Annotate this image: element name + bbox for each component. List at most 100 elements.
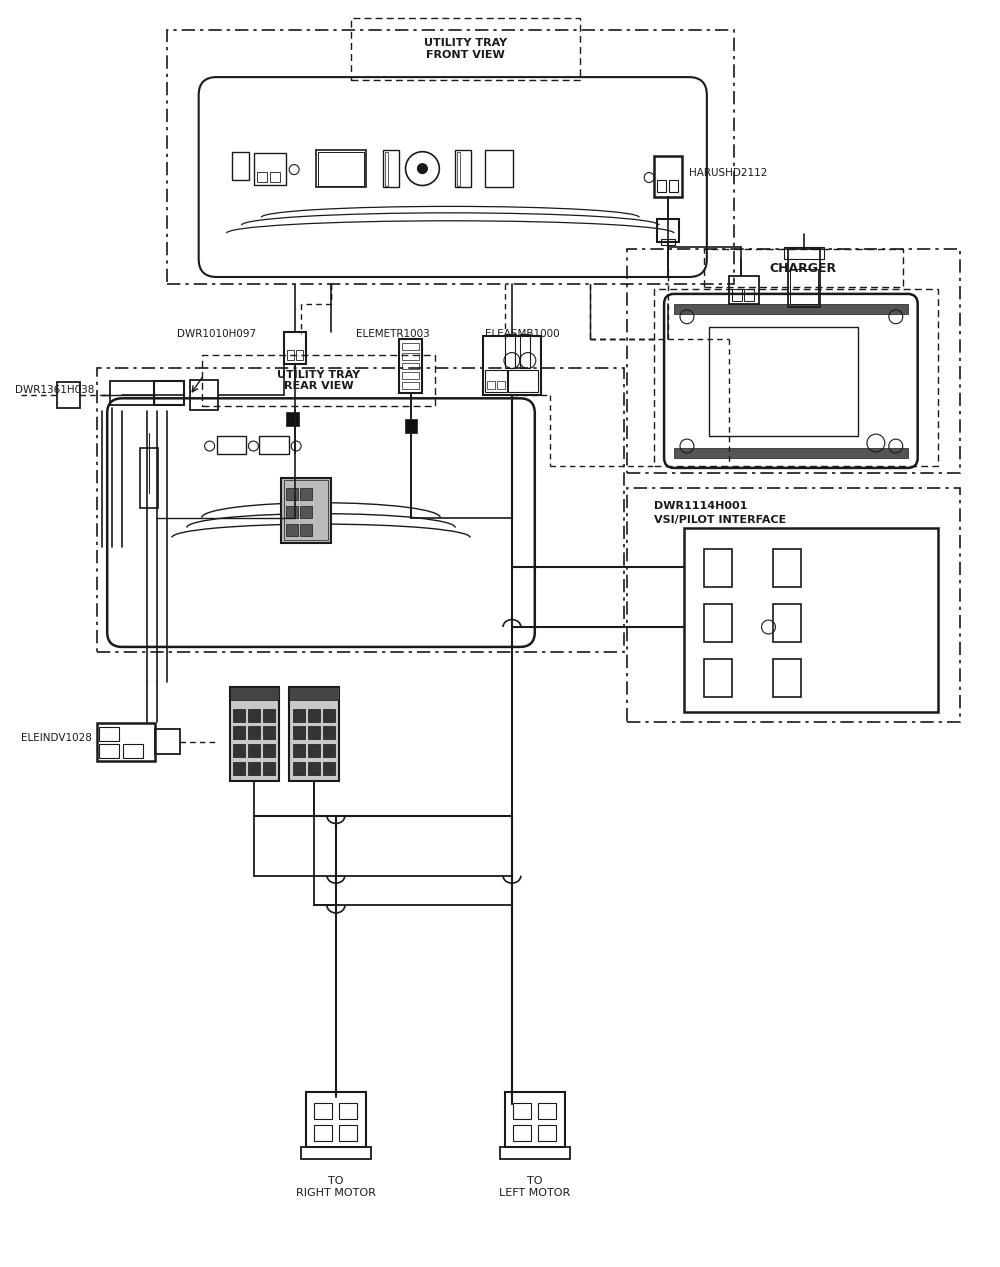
Bar xyxy=(385,152,388,185)
Bar xyxy=(154,381,184,405)
Bar xyxy=(140,449,158,508)
Bar xyxy=(316,150,366,188)
Bar xyxy=(155,730,180,754)
Bar xyxy=(233,708,245,721)
Text: TO
RIGHT MOTOR: TO RIGHT MOTOR xyxy=(296,1176,376,1199)
Bar xyxy=(773,659,801,697)
Bar xyxy=(505,1092,565,1147)
Text: DWR1010H097: DWR1010H097 xyxy=(177,328,256,338)
Text: HARUSHD2112: HARUSHD2112 xyxy=(689,167,767,177)
Bar xyxy=(233,745,245,758)
Bar xyxy=(301,1147,371,1159)
Text: DWR1361H038: DWR1361H038 xyxy=(15,385,94,395)
Bar xyxy=(339,1125,357,1142)
Bar xyxy=(729,276,759,304)
Bar xyxy=(293,708,305,721)
Text: UTILITY TRAY
REAR VIEW: UTILITY TRAY REAR VIEW xyxy=(277,370,360,392)
Text: ELEINDV1028: ELEINDV1028 xyxy=(21,734,92,744)
Bar xyxy=(323,745,335,758)
Bar xyxy=(457,152,460,185)
Bar xyxy=(308,763,320,775)
Bar xyxy=(674,449,908,457)
Bar xyxy=(500,1147,570,1159)
Bar xyxy=(538,1125,556,1142)
Bar xyxy=(455,150,471,188)
Bar xyxy=(202,355,435,407)
Bar xyxy=(230,687,279,782)
Bar xyxy=(293,763,305,775)
Bar xyxy=(351,19,580,80)
Bar xyxy=(654,289,938,466)
Bar xyxy=(704,659,732,697)
Bar xyxy=(323,726,335,740)
Bar xyxy=(286,523,298,536)
Bar xyxy=(308,726,320,740)
Bar xyxy=(513,1125,531,1142)
Text: ELEMETR1003: ELEMETR1003 xyxy=(356,328,430,338)
Bar xyxy=(402,372,419,379)
Bar xyxy=(259,436,289,454)
Bar xyxy=(57,383,80,408)
Bar xyxy=(790,269,818,304)
Bar xyxy=(399,338,422,393)
Bar xyxy=(263,708,275,721)
Bar xyxy=(300,506,312,518)
Bar xyxy=(97,723,155,761)
Bar xyxy=(110,381,154,405)
Bar xyxy=(513,1104,531,1119)
Bar xyxy=(270,171,280,181)
Bar xyxy=(233,763,245,775)
Bar xyxy=(402,383,419,389)
Bar xyxy=(402,342,419,350)
Bar xyxy=(97,369,624,653)
Bar xyxy=(281,478,331,542)
Bar xyxy=(402,362,419,370)
Bar xyxy=(402,352,419,360)
Bar xyxy=(704,250,903,286)
Bar xyxy=(99,745,119,759)
Bar xyxy=(704,550,732,588)
Bar xyxy=(286,506,298,518)
Bar xyxy=(314,1125,332,1142)
Bar xyxy=(232,152,249,180)
Bar xyxy=(773,550,801,588)
Text: TO
LEFT MOTOR: TO LEFT MOTOR xyxy=(499,1176,570,1199)
Bar xyxy=(296,350,303,360)
Bar xyxy=(306,1092,366,1147)
Bar xyxy=(289,687,339,699)
Bar xyxy=(217,436,246,454)
Bar xyxy=(497,381,505,389)
Bar xyxy=(323,763,335,775)
Bar xyxy=(284,332,306,364)
Bar xyxy=(308,708,320,721)
Bar xyxy=(627,488,960,721)
Bar xyxy=(505,333,515,369)
Bar xyxy=(293,726,305,740)
Bar xyxy=(657,180,666,193)
Bar xyxy=(230,687,279,699)
Bar xyxy=(99,727,119,741)
Bar xyxy=(257,171,267,181)
Text: UTILITY TRAY
FRONT VIEW: UTILITY TRAY FRONT VIEW xyxy=(424,38,507,60)
Bar xyxy=(248,745,260,758)
Bar xyxy=(661,239,675,246)
Bar xyxy=(300,523,312,536)
Bar xyxy=(744,289,754,300)
Circle shape xyxy=(417,163,427,174)
Bar xyxy=(383,150,399,188)
Bar xyxy=(248,726,260,740)
Bar xyxy=(318,152,364,185)
Bar xyxy=(323,708,335,721)
Bar xyxy=(669,180,678,193)
Bar xyxy=(508,370,538,393)
Bar xyxy=(732,289,742,300)
Bar xyxy=(293,745,305,758)
Bar xyxy=(289,687,339,782)
Bar xyxy=(248,708,260,721)
Bar xyxy=(483,336,541,395)
Bar xyxy=(248,763,260,775)
Bar xyxy=(654,156,682,198)
Bar xyxy=(709,327,858,436)
Bar xyxy=(784,247,824,258)
Bar xyxy=(520,333,530,369)
